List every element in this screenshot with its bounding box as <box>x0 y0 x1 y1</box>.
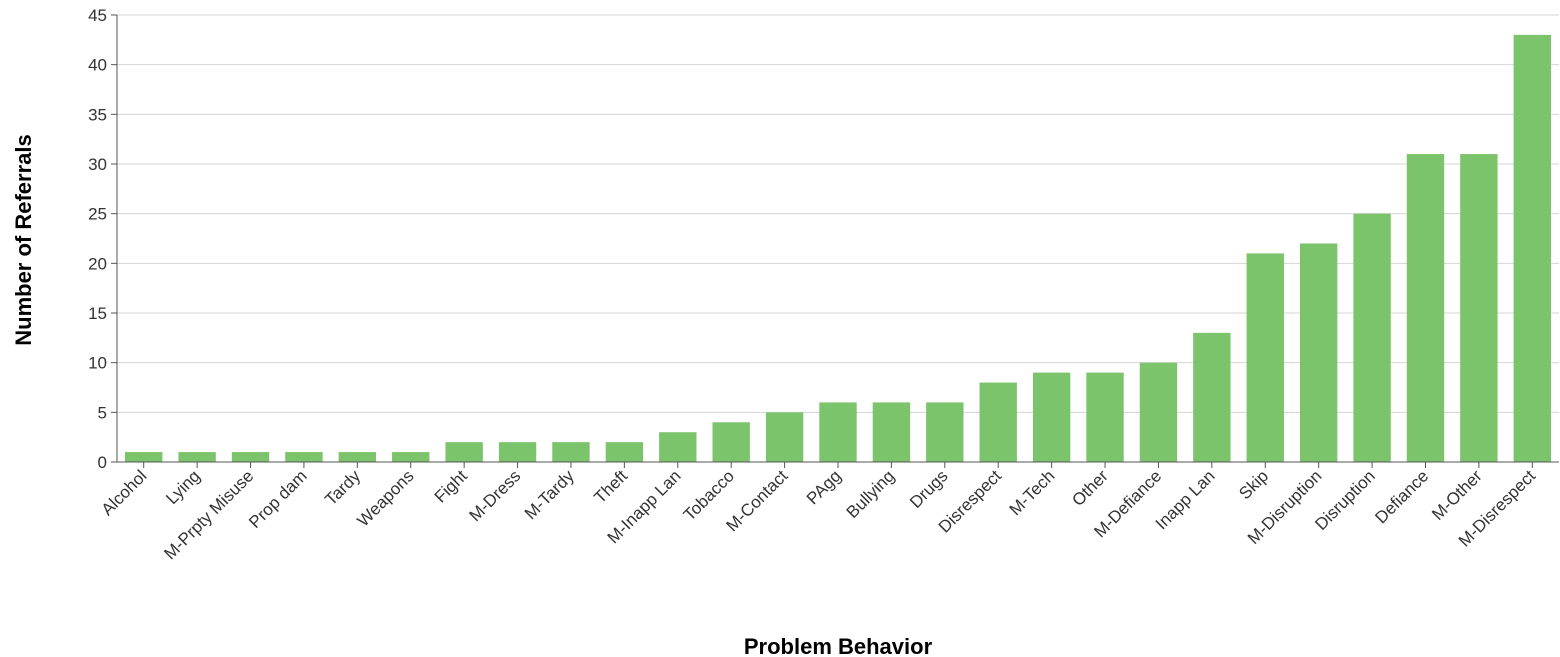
x-tick-label: Prop dam <box>245 466 311 532</box>
bar <box>498 442 537 462</box>
y-tick-label: 30 <box>88 155 107 174</box>
bar <box>125 452 163 462</box>
y-tick-label: 25 <box>88 205 107 224</box>
x-tick-label: M-Tech <box>1006 466 1059 519</box>
x-tick-label: Defiance <box>1371 466 1432 527</box>
bar <box>1299 243 1338 462</box>
bar <box>1460 154 1498 463</box>
bar <box>445 442 483 462</box>
bar <box>712 422 750 462</box>
y-tick-label: 5 <box>98 403 107 422</box>
y-tick-label: 45 <box>88 6 107 25</box>
bar <box>1193 332 1231 462</box>
bar <box>872 402 911 462</box>
bar <box>659 432 697 462</box>
bar <box>1246 253 1284 462</box>
bar <box>338 452 377 462</box>
bar <box>1353 213 1391 462</box>
bar <box>765 412 804 462</box>
bar <box>819 402 857 462</box>
y-tick-label: 20 <box>88 254 107 273</box>
x-tick-label: Weapons <box>354 466 418 530</box>
x-tick-label: Skip <box>1235 466 1272 503</box>
y-tick-label: 40 <box>88 56 107 75</box>
x-tick-label: Bullying <box>843 466 899 522</box>
y-tick-label: 15 <box>88 304 107 323</box>
bar <box>605 442 644 462</box>
grid-lines <box>117 14 1559 413</box>
x-tick-label: M-Tardy <box>521 466 578 523</box>
bar <box>285 452 323 462</box>
x-tick-label: Lying <box>162 466 204 508</box>
x-tick-label: Theft <box>590 466 631 507</box>
y-tick-label: 0 <box>98 453 107 472</box>
bar <box>1086 372 1124 462</box>
y-tick-label: 10 <box>88 354 107 373</box>
x-tick-label: Drugs <box>906 466 952 512</box>
x-tick-label: Other <box>1068 466 1112 510</box>
bar <box>1139 362 1178 462</box>
x-axis-title: Problem Behavior <box>744 634 933 657</box>
y-axis-title: Number of Referrals <box>11 134 36 346</box>
bar <box>1032 372 1071 462</box>
axes <box>116 15 1559 463</box>
y-tick-label: 35 <box>88 105 107 124</box>
x-tick-label: Alcohol <box>98 466 151 519</box>
bar <box>979 382 1017 462</box>
bar <box>1406 154 1445 463</box>
bar <box>178 452 216 462</box>
x-tick-label: PAgg <box>803 466 845 508</box>
x-tick-label: Tardy <box>321 466 364 509</box>
bar <box>552 442 590 462</box>
bar <box>1513 34 1551 462</box>
bar <box>392 452 430 462</box>
bar <box>926 402 964 462</box>
bars <box>125 34 1551 463</box>
x-tick-label: M-Dress <box>466 466 525 525</box>
bar <box>231 452 270 462</box>
x-tick-label: Fight <box>431 466 471 506</box>
y-tick-labels: 0 5 10 15 20 25 30 35 40 45 <box>88 6 117 472</box>
